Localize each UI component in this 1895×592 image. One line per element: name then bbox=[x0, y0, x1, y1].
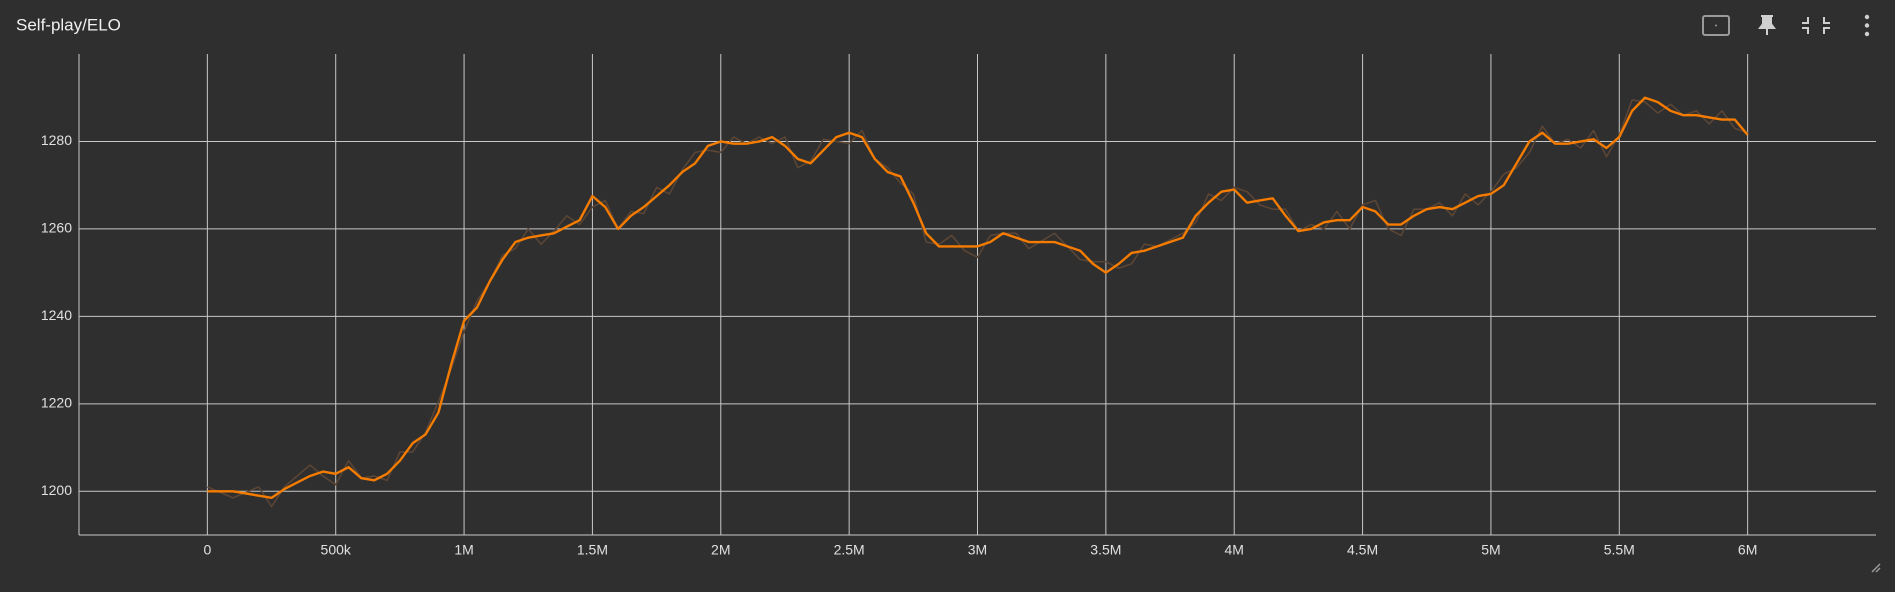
y-tick-label: 1280 bbox=[41, 132, 72, 148]
x-tick-label: 4.5M bbox=[1347, 542, 1378, 558]
x-tick-label: 0 bbox=[203, 542, 211, 558]
x-tick-label: 6M bbox=[1738, 542, 1757, 558]
x-tick-label: 3M bbox=[968, 542, 987, 558]
x-tick-label: 4M bbox=[1224, 542, 1243, 558]
x-tick-label: 3.5M bbox=[1090, 542, 1121, 558]
pin-button[interactable] bbox=[1758, 15, 1776, 35]
series-line bbox=[207, 96, 1749, 500]
x-tick-label: 2M bbox=[711, 542, 730, 558]
x-tick-label: 1.5M bbox=[577, 542, 608, 558]
x-tick-label: 5M bbox=[1481, 542, 1500, 558]
x-tick-label: 5.5M bbox=[1604, 542, 1635, 558]
x-tick-label: 2.5M bbox=[834, 542, 865, 558]
x-tick-label: 500k bbox=[321, 542, 352, 558]
y-tick-label: 1260 bbox=[41, 220, 72, 236]
chart-title: Self-play/ELO bbox=[16, 15, 121, 34]
plot-area bbox=[207, 96, 1749, 508]
x-tick-label: 1M bbox=[454, 542, 473, 558]
y-tick-label: 1240 bbox=[41, 307, 72, 323]
more-button[interactable] bbox=[1864, 14, 1870, 37]
toolbar bbox=[1702, 14, 1870, 37]
resize-handle[interactable] bbox=[1871, 563, 1881, 573]
y-tick-label: 1200 bbox=[41, 482, 72, 498]
y-tick-label: 1220 bbox=[41, 395, 72, 411]
fit-domain-button[interactable] bbox=[1702, 15, 1730, 36]
collapse-button[interactable] bbox=[1802, 17, 1830, 34]
